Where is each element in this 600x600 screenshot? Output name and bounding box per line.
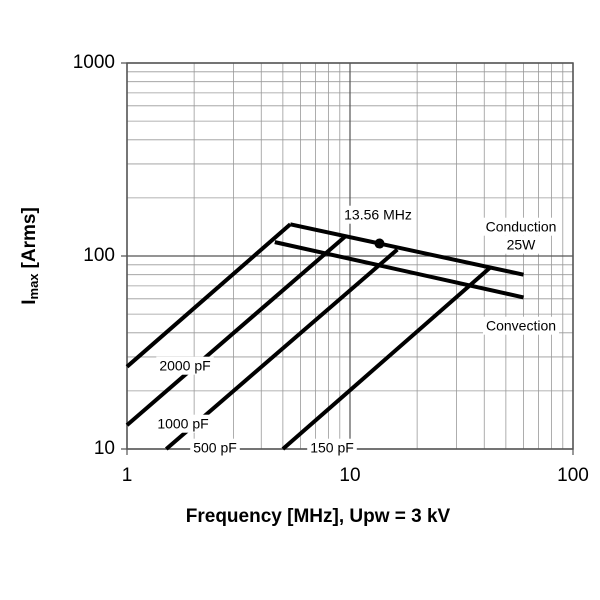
series-line	[125, 235, 347, 427]
label-background	[482, 217, 560, 236]
line-label: 150 pF	[310, 440, 354, 456]
y-tick-label: 1000	[73, 52, 115, 73]
series-line	[125, 222, 292, 369]
line-label: 13.56 MHz	[344, 207, 412, 223]
x-tick-label: 10	[339, 465, 360, 486]
label-background	[156, 356, 214, 375]
y-tick-label: 10	[94, 438, 115, 459]
line-label: Conduction	[486, 219, 557, 235]
y-title-unit: [Arms]	[19, 207, 40, 268]
line-label: 500 pF	[193, 440, 237, 456]
label-background	[503, 235, 540, 254]
x-tick-label: 100	[557, 465, 589, 486]
y-title-main: I	[19, 299, 40, 304]
label-background	[341, 205, 415, 224]
line-label: 1000 pF	[157, 416, 208, 432]
series-line	[274, 240, 524, 300]
y-title-sub: max	[26, 273, 41, 300]
x-tick-label: 1	[122, 465, 133, 486]
label-background	[482, 316, 560, 335]
series-line	[289, 222, 524, 277]
label-background	[307, 438, 357, 457]
series-line	[281, 266, 492, 451]
y-axis-title: Imax [Arms]	[19, 207, 41, 305]
marker-point	[374, 238, 385, 249]
line-label: 2000 pF	[159, 358, 210, 374]
label-background	[154, 414, 212, 433]
line-label: 25W	[507, 237, 537, 253]
label-background	[190, 438, 240, 457]
x-axis-title: Frequency [MHz], Upw = 3 kV	[186, 506, 451, 527]
line-label: Convection	[486, 318, 556, 334]
y-tick-label: 100	[83, 245, 115, 266]
